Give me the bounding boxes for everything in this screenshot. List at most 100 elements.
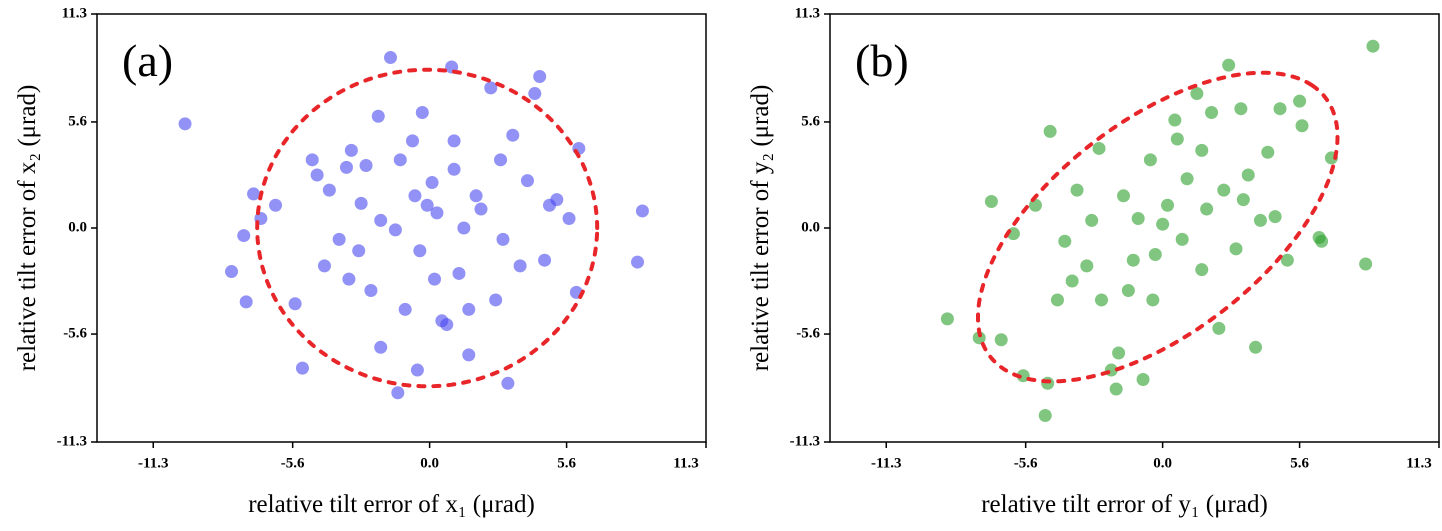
point — [1156, 217, 1170, 231]
point — [1146, 293, 1160, 307]
point — [237, 229, 251, 243]
x-tick-label: -5.6 — [281, 455, 305, 471]
point — [1028, 198, 1042, 212]
point — [501, 376, 515, 390]
point — [371, 109, 385, 123]
point — [1261, 145, 1275, 159]
point — [374, 213, 388, 227]
point — [310, 168, 324, 182]
point — [1121, 283, 1135, 297]
y-axis-label: relative tilt error of x₂ (μrad) — [14, 85, 41, 372]
point — [1236, 193, 1250, 207]
point — [1268, 210, 1282, 224]
point — [1092, 141, 1106, 155]
y-tick-label: -11.3 — [790, 433, 820, 449]
confidence-ellipse — [976, 70, 1340, 384]
point — [295, 361, 309, 375]
x-tick-label: 0.0 — [1153, 455, 1172, 471]
point — [415, 105, 429, 119]
point — [269, 198, 283, 212]
x-tick-label: -5.6 — [1014, 455, 1038, 471]
point — [1359, 257, 1373, 271]
x-tick-label: 11.3 — [673, 455, 698, 471]
point — [1249, 340, 1263, 354]
point — [1217, 183, 1231, 197]
point — [1136, 373, 1150, 387]
x-tick-label: 0.0 — [420, 455, 439, 471]
point — [410, 363, 424, 377]
point — [1080, 259, 1094, 273]
point — [398, 302, 412, 316]
point — [1143, 153, 1157, 167]
y-tick-label: 11.3 — [62, 5, 87, 21]
point — [1295, 119, 1309, 133]
x-tick-label: 11.3 — [1406, 455, 1431, 471]
point — [1148, 248, 1162, 262]
point — [1200, 202, 1214, 216]
point — [1109, 382, 1123, 396]
point — [506, 128, 520, 142]
point — [469, 189, 483, 203]
x-tick-label: 5.6 — [557, 455, 576, 471]
point — [474, 202, 488, 216]
point — [1043, 124, 1057, 138]
point — [428, 272, 442, 286]
point — [305, 153, 319, 167]
point — [550, 193, 564, 207]
point — [1253, 213, 1267, 227]
point — [1070, 183, 1084, 197]
point — [178, 117, 192, 131]
panel-label: (a) — [122, 35, 173, 86]
point — [1038, 408, 1052, 422]
point — [538, 253, 552, 267]
point — [332, 232, 346, 246]
point — [1112, 346, 1126, 360]
point — [440, 318, 454, 332]
point — [352, 244, 366, 258]
point — [940, 312, 954, 326]
point — [447, 162, 461, 176]
point — [1170, 132, 1184, 146]
point — [406, 134, 420, 148]
point — [1273, 102, 1287, 116]
point — [1116, 189, 1130, 203]
point — [1205, 105, 1219, 119]
point — [631, 255, 645, 269]
x-tick-label: -11.3 — [871, 455, 901, 471]
point — [635, 204, 649, 218]
point — [239, 295, 253, 309]
confidence-ellipse — [255, 67, 600, 389]
point — [484, 81, 498, 95]
point — [1366, 39, 1380, 53]
point — [317, 259, 331, 273]
point — [447, 134, 461, 148]
point — [1050, 293, 1064, 307]
y-tick-label: 5.6 — [68, 113, 87, 129]
point — [457, 221, 471, 235]
point — [288, 297, 302, 311]
y-tick-label: -11.3 — [57, 433, 87, 449]
point — [994, 333, 1008, 347]
point — [1222, 58, 1236, 72]
point — [1085, 213, 1099, 227]
y-tick-label: 0.0 — [68, 219, 87, 235]
point — [984, 194, 998, 208]
x-axis-label: relative tilt error of x₁ (μrad) — [248, 491, 535, 518]
point — [408, 189, 422, 203]
point — [1131, 212, 1145, 226]
x-tick-label: 5.6 — [1290, 455, 1309, 471]
point — [388, 223, 402, 237]
x-tick-label: -11.3 — [138, 455, 168, 471]
point — [359, 159, 373, 173]
point — [413, 244, 427, 258]
point — [354, 196, 368, 210]
point — [513, 259, 527, 273]
point — [1190, 87, 1204, 101]
x-axis-label: relative tilt error of y₁ (μrad) — [981, 491, 1268, 518]
point — [462, 302, 476, 316]
point — [1195, 263, 1209, 277]
point — [393, 153, 407, 167]
point — [344, 143, 358, 157]
point — [322, 183, 336, 197]
